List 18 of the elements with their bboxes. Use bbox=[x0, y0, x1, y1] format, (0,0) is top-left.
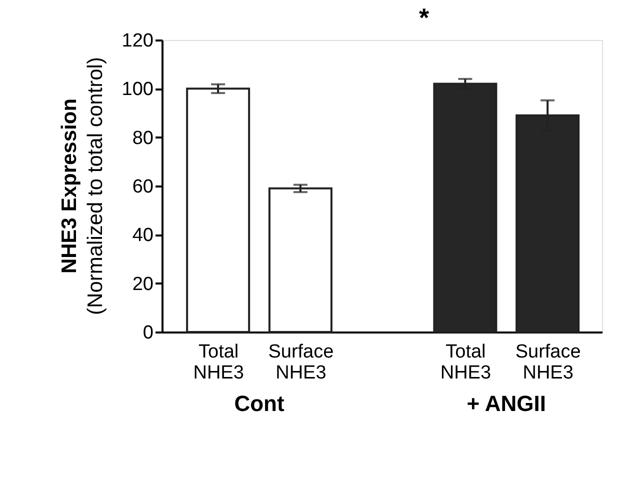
x-tick-label: Surface NHE3 bbox=[515, 342, 581, 384]
y-axis-title: NHE3 Expression (Normalized to total control) bbox=[58, 57, 107, 315]
bar bbox=[268, 187, 332, 333]
y-tick-label: 20 bbox=[132, 274, 154, 295]
y-tick-label: 120 bbox=[122, 30, 154, 52]
bar bbox=[433, 82, 498, 333]
y-tick-label: 80 bbox=[132, 128, 154, 149]
text: * bbox=[418, 2, 430, 33]
x-tick-label: Total NHE3 bbox=[440, 342, 492, 384]
y-tick-label: 0 bbox=[142, 322, 154, 344]
text: + ANGII bbox=[466, 391, 546, 416]
x-tick-label: Total NHE3 bbox=[193, 342, 244, 384]
y-tick-label: 40 bbox=[132, 225, 154, 246]
y-tick-label: 100 bbox=[122, 79, 154, 100]
x-tick-label: Surface NHE3 bbox=[268, 342, 334, 384]
y-tick-label: 60 bbox=[132, 176, 154, 198]
text: Cont bbox=[234, 391, 285, 416]
bar bbox=[186, 88, 250, 333]
